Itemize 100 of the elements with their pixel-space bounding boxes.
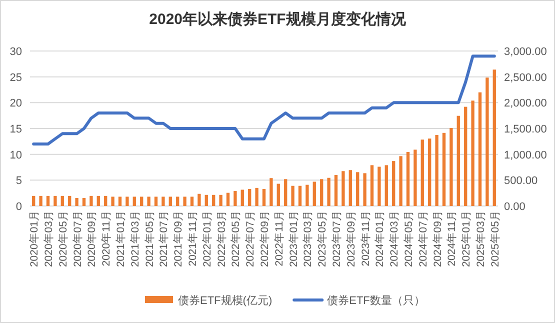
- bar: [276, 184, 280, 206]
- bar: [126, 196, 129, 206]
- bar: [140, 196, 144, 206]
- x-tick-label: 2020年09月: [86, 210, 98, 268]
- bar: [118, 196, 122, 206]
- bar: [111, 196, 114, 206]
- x-tick-label: 2020年11月: [100, 210, 113, 266]
- bar: [82, 198, 86, 206]
- bar: [435, 134, 438, 206]
- bar: [298, 186, 302, 206]
- y-tick-label: 0: [16, 201, 22, 213]
- bar: [370, 165, 374, 206]
- bar: [334, 175, 338, 206]
- bar: [450, 128, 453, 206]
- legend-label: 债券ETF规模(亿元): [178, 294, 272, 307]
- bar: [270, 178, 273, 206]
- bar: [226, 192, 230, 206]
- y-tick-label: 5: [16, 175, 22, 188]
- x-tick-label: 2025年03月: [475, 210, 487, 268]
- bar: [262, 188, 266, 206]
- bar: [456, 116, 460, 206]
- bar: [255, 188, 258, 206]
- x-tick-label: 2022年05月: [230, 210, 242, 268]
- legend-label: 债券ETF数量（只）: [327, 294, 425, 307]
- bar: [32, 196, 36, 206]
- bar: [212, 194, 216, 206]
- x-tick-label: 2022年09月: [259, 210, 271, 268]
- x-tick-label: 2020年05月: [57, 210, 70, 268]
- x-tick-label: 2022年07月: [244, 210, 257, 268]
- x-tick-label: 2021年09月: [172, 210, 185, 268]
- bar: [464, 106, 468, 206]
- bar: [406, 152, 410, 206]
- bar: [384, 165, 388, 206]
- bar: [176, 196, 180, 206]
- bar: [198, 194, 201, 206]
- bar: [356, 172, 360, 206]
- y-tick-label: 10: [10, 149, 22, 162]
- bar: [60, 196, 64, 206]
- y2-tick-label: 3,000.00: [504, 46, 547, 58]
- bar: [147, 196, 150, 206]
- bar: [478, 92, 482, 206]
- x-tick-label: 2024年07月: [417, 210, 430, 268]
- bar: [428, 138, 432, 206]
- x-tick-label: 2025年05月: [489, 210, 502, 268]
- chart-title: 2020年以来债券ETF规模月度变化情况: [149, 10, 407, 28]
- bar: [132, 196, 136, 206]
- x-tick-label: 2022年11月: [273, 210, 286, 266]
- bar: [154, 196, 158, 206]
- bar: [327, 178, 330, 206]
- bar: [234, 191, 237, 206]
- x-tick-label: 2020年07月: [72, 210, 84, 268]
- bar: [75, 198, 78, 206]
- bar: [348, 170, 352, 206]
- y-tick-label: 25: [10, 72, 22, 84]
- x-tick-label: 2023年07月: [331, 210, 343, 268]
- y2-tick-label: 1,000.00: [504, 149, 547, 162]
- x-tick-label: 2024年09月: [432, 210, 444, 268]
- bar: [96, 196, 100, 206]
- x-tick-label: 2023年05月: [316, 210, 329, 268]
- bar: [414, 150, 417, 206]
- bar: [342, 171, 345, 206]
- x-tick-label: 2021年07月: [158, 210, 170, 268]
- bar: [240, 190, 244, 206]
- bar: [46, 196, 50, 206]
- bar: [168, 196, 172, 206]
- x-tick-label: 2024年01月: [374, 210, 386, 268]
- bar: [306, 184, 309, 206]
- bar: [54, 196, 57, 206]
- y2-tick-label: 2,000.00: [504, 98, 547, 110]
- x-tick-label: 2024年05月: [403, 210, 415, 268]
- x-tick-label: 2023年11月: [360, 210, 372, 266]
- bar: [183, 196, 186, 206]
- bar: [392, 161, 396, 206]
- bar: [320, 179, 324, 206]
- bar: [190, 196, 194, 206]
- bar: [442, 132, 446, 206]
- bar: [68, 196, 72, 206]
- bar: [312, 182, 316, 206]
- y2-tick-label: 0.00: [504, 201, 526, 213]
- y2-tick-label: 2,500.00: [504, 72, 547, 84]
- y2-tick-label: 1,500.00: [504, 124, 547, 136]
- bar: [363, 173, 366, 206]
- x-tick-label: 2022年03月: [216, 210, 228, 268]
- x-tick-label: 2020年01月: [28, 210, 41, 268]
- line-series: [32, 54, 496, 146]
- bar: [420, 140, 424, 206]
- bar: [471, 100, 474, 206]
- x-tick-label: 2021年01月: [115, 210, 127, 268]
- bar: [492, 70, 496, 206]
- bar: [204, 194, 208, 206]
- bar: [284, 179, 288, 206]
- x-tick-label: 2022年01月: [201, 210, 214, 268]
- x-tick-label: 2021年03月: [129, 210, 142, 268]
- bar: [104, 196, 108, 206]
- bar: [248, 188, 252, 206]
- x-tick-label: 2023年09月: [345, 210, 358, 268]
- x-tick-label: 2020年03月: [43, 210, 55, 268]
- x-tick-label: 2024年03月: [388, 210, 401, 268]
- x-tick-label: 2021年11月: [187, 210, 199, 266]
- bar: [219, 194, 222, 206]
